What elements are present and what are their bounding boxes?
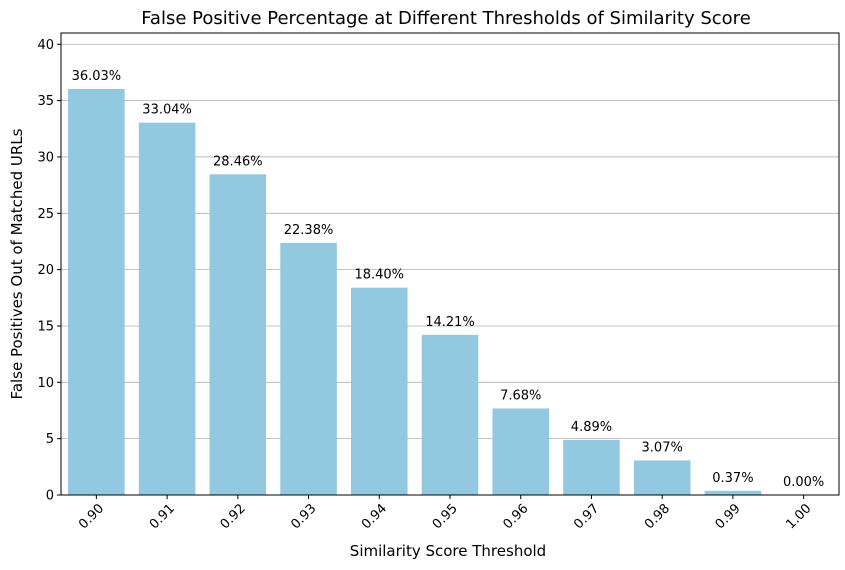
bar (138, 122, 196, 495)
bar-value-label: 4.89% (571, 420, 612, 435)
y-tick-label: 35 (37, 94, 54, 109)
bar-value-label: 28.46% (213, 154, 263, 169)
y-tick-label: 25 (37, 207, 54, 222)
x-tick-label: 0.97 (571, 501, 602, 532)
bar-value-label: 7.68% (500, 388, 541, 403)
bar (209, 174, 267, 496)
x-tick-label: 0.99 (713, 501, 744, 532)
y-tick-label: 30 (37, 150, 54, 165)
data-labels: 36.03% 33.04% 28.46% 22.38% 18.40% 14.21% 7.68… (72, 69, 825, 490)
y-tick-label: 40 (37, 38, 54, 53)
y-axis-ticks: 0 5 10 15 20 25 30 35 40 (37, 38, 61, 504)
x-tick-label: 1.00 (783, 501, 814, 532)
bar (633, 460, 691, 495)
y-tick-label: 15 (37, 319, 54, 334)
y-tick-label: 20 (37, 263, 54, 278)
bar (563, 439, 620, 495)
bar (421, 334, 479, 495)
x-tick-label: 0.95 (430, 501, 461, 532)
bar-value-label: 14.21% (425, 315, 475, 330)
bar-value-label: 18.40% (354, 268, 404, 283)
x-tick-label: 0.91 (147, 501, 178, 532)
bar (704, 490, 762, 495)
bar-value-label: 0.37% (712, 471, 753, 486)
bar (492, 408, 550, 495)
bar (350, 287, 408, 495)
x-tick-label: 0.90 (76, 501, 107, 532)
y-axis-label: False Positives Out of Matched URLs (8, 128, 26, 399)
bar (280, 242, 337, 495)
x-tick-label: 0.92 (218, 501, 249, 532)
x-tick-label: 0.93 (288, 501, 319, 532)
bar-value-label: 0.00% (783, 475, 824, 490)
bar-value-label: 33.04% (142, 103, 192, 118)
x-tick-label: 0.98 (642, 501, 673, 532)
y-tick-label: 10 (37, 376, 54, 391)
y-tick-label: 5 (46, 432, 54, 447)
x-axis-label: Similarity Score Threshold (350, 542, 546, 560)
x-tick-label: 0.96 (500, 501, 531, 532)
bar (68, 89, 125, 495)
x-tick-label: 0.94 (359, 501, 390, 532)
bar-value-label: 36.03% (72, 69, 122, 84)
bar-value-label: 3.07% (642, 440, 683, 455)
y-tick-label: 0 (46, 489, 54, 504)
chart-title: False Positive Percentage at Different T… (141, 8, 751, 29)
bars (68, 89, 762, 496)
x-axis-ticks: 0.90 0.91 0.92 0.93 0.94 0.95 0.96 0.97 0.98 0.99… (76, 495, 814, 532)
bar-value-label: 22.38% (284, 223, 334, 238)
